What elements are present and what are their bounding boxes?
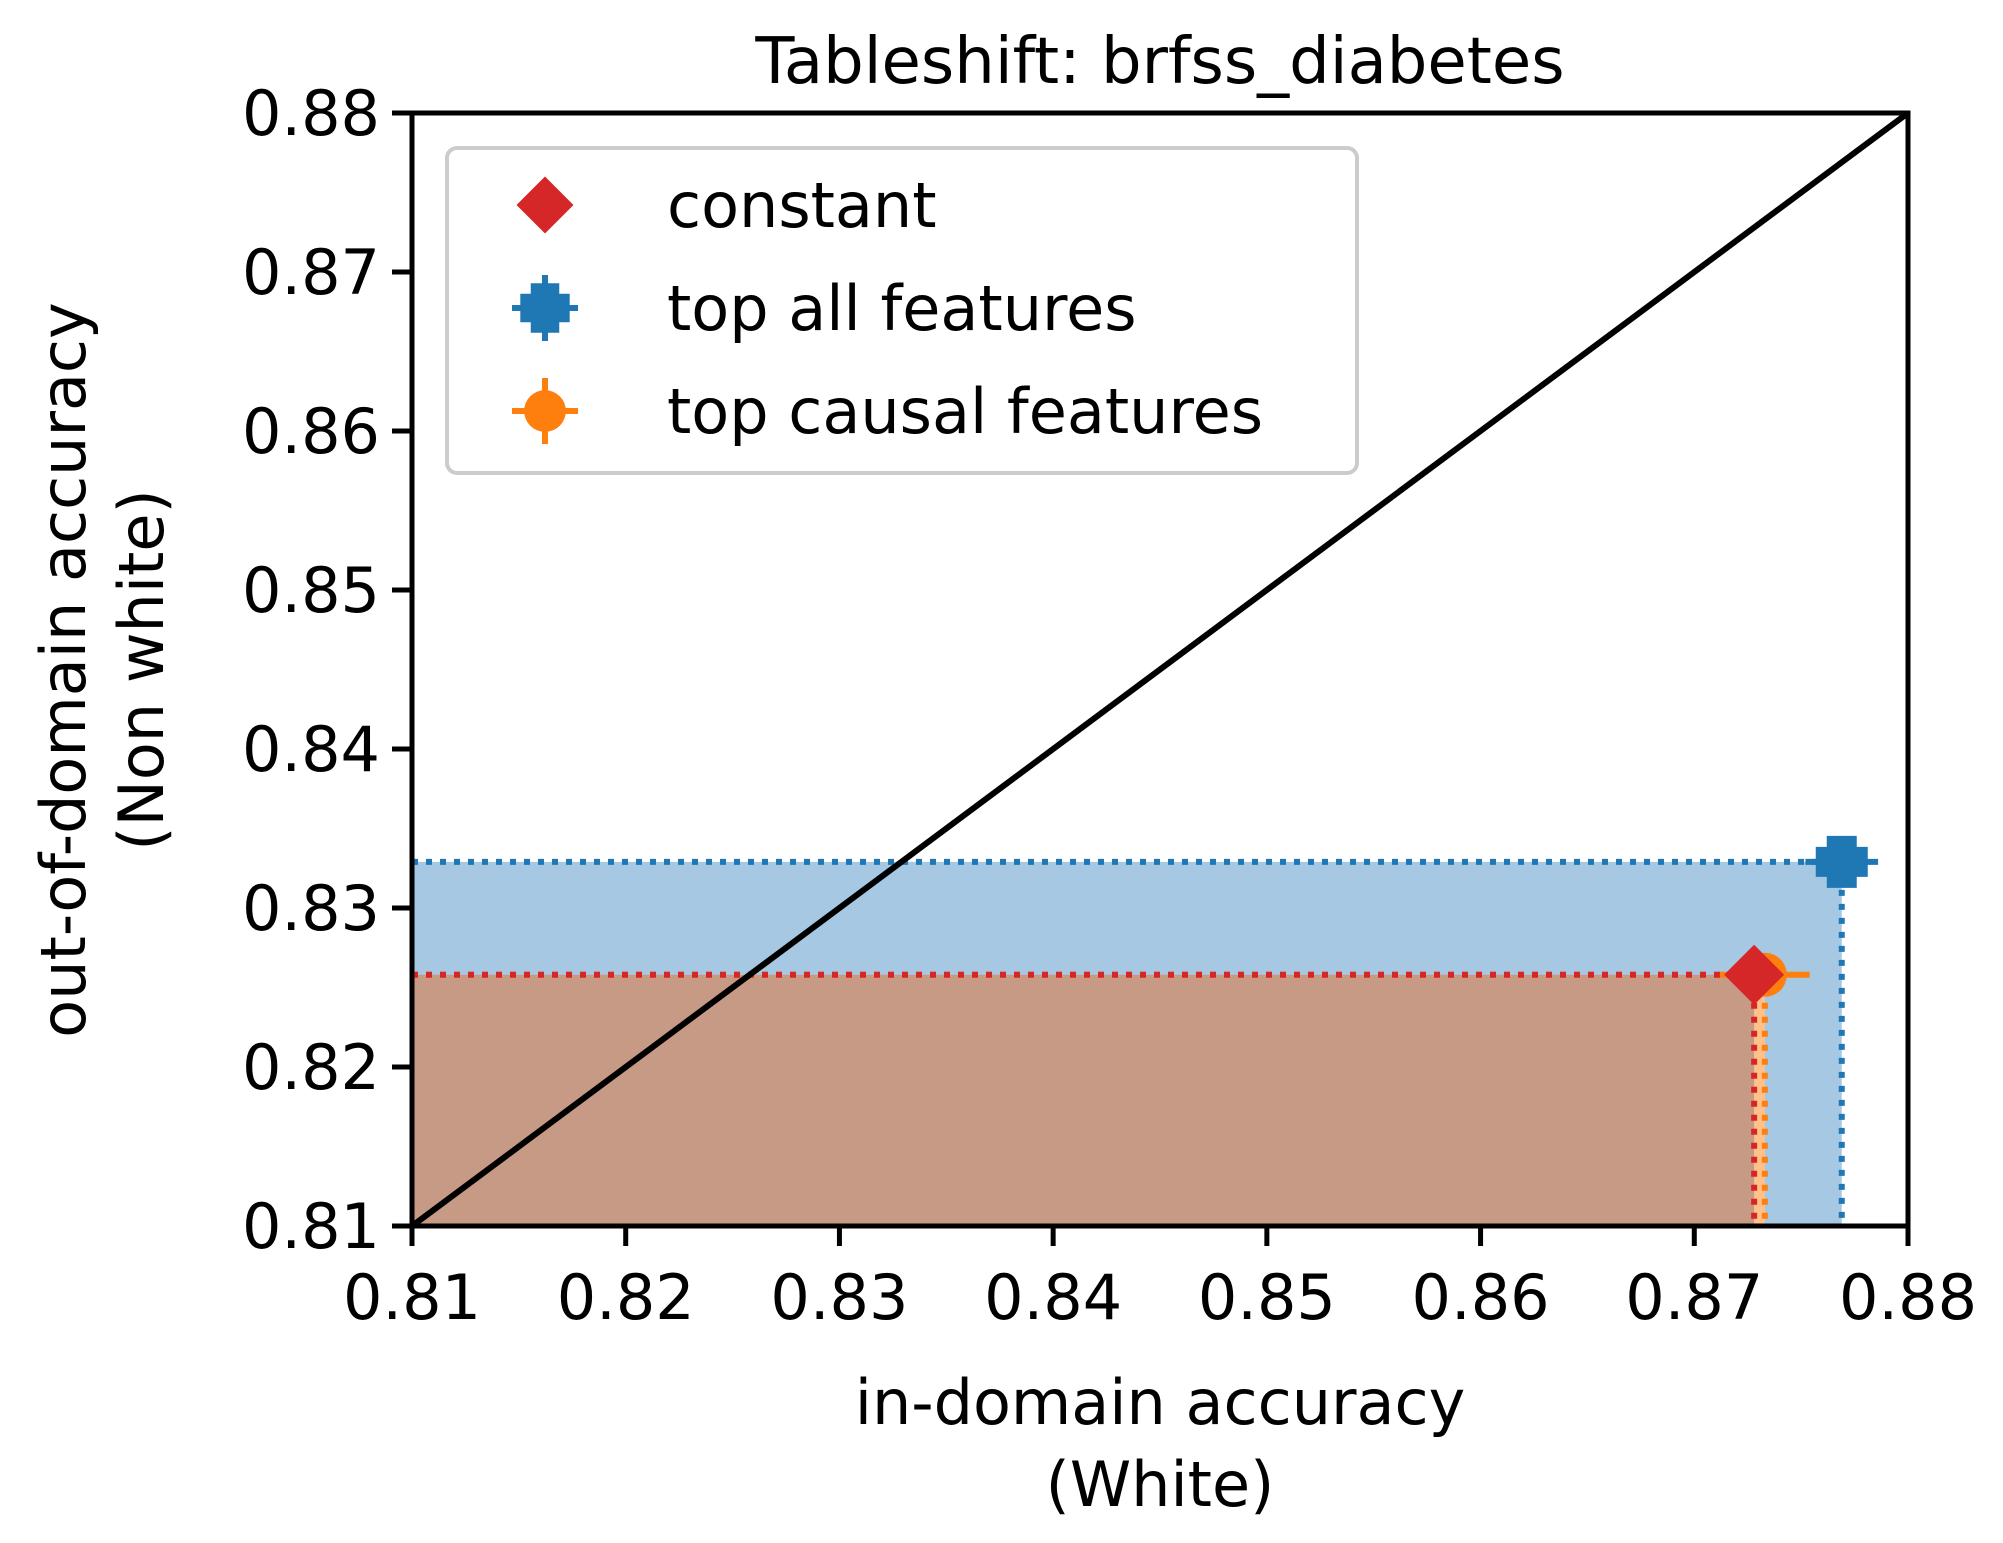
legend-label-constant: constant <box>667 169 937 242</box>
plot-frame <box>409 110 1911 1229</box>
chart-title: Tableshift: brfss_diabetes <box>754 25 1564 99</box>
y-axis: 0.81 0.82 0.83 0.84 0.85 0.86 0.87 0.88 <box>242 77 412 1263</box>
data-points <box>1719 835 1879 1005</box>
y-tick-label: 0.84 <box>242 713 380 786</box>
legend: constant top all features top causal featu… <box>445 146 1359 475</box>
x-tick-label: 0.83 <box>770 1261 908 1334</box>
y-tick-label: 0.83 <box>242 872 380 945</box>
x-axis-label-line2: (White) <box>1046 1448 1275 1521</box>
y-tick-label: 0.85 <box>242 554 380 627</box>
legend-marker-constant <box>516 176 574 234</box>
legend-box <box>445 146 1359 475</box>
point-top-all-features <box>1815 835 1868 888</box>
x-axis: 0.81 0.82 0.83 0.84 0.85 0.86 0.87 0.88 <box>343 1226 1977 1334</box>
legend-marker-top-causal-features <box>524 390 566 432</box>
y-tick-label: 0.88 <box>242 77 380 150</box>
point-constant <box>1724 944 1785 1005</box>
legend-marker-top-all-features <box>520 283 570 333</box>
y-axis-label-line1: out-of-domain accuracy <box>27 302 100 1037</box>
x-tick-label: 0.86 <box>1412 1261 1550 1334</box>
y-axis-label-line2: (Non white) <box>105 489 178 850</box>
region-constant <box>412 974 1755 1226</box>
x-tick-label: 0.88 <box>1839 1261 1977 1334</box>
y-tick-label: 0.86 <box>242 395 380 468</box>
legend-label-top-all-features: top all features <box>667 272 1137 345</box>
diagonal-line <box>412 113 1908 1226</box>
x-tick-label: 0.84 <box>984 1261 1122 1334</box>
y-tick-label: 0.81 <box>242 1190 380 1263</box>
shaded-regions <box>412 861 1842 1226</box>
x-axis-label-line1: in-domain accuracy <box>855 1366 1466 1439</box>
x-tick-label: 0.85 <box>1198 1261 1336 1334</box>
legend-label-top-causal-features: top causal features <box>667 375 1263 448</box>
y-tick-label: 0.87 <box>242 236 380 309</box>
y-tick-label: 0.82 <box>242 1031 380 1104</box>
dotted-guides <box>412 858 1845 1226</box>
x-tick-label: 0.82 <box>557 1261 695 1334</box>
x-tick-label: 0.81 <box>343 1261 481 1334</box>
x-tick-label: 0.87 <box>1625 1261 1763 1334</box>
